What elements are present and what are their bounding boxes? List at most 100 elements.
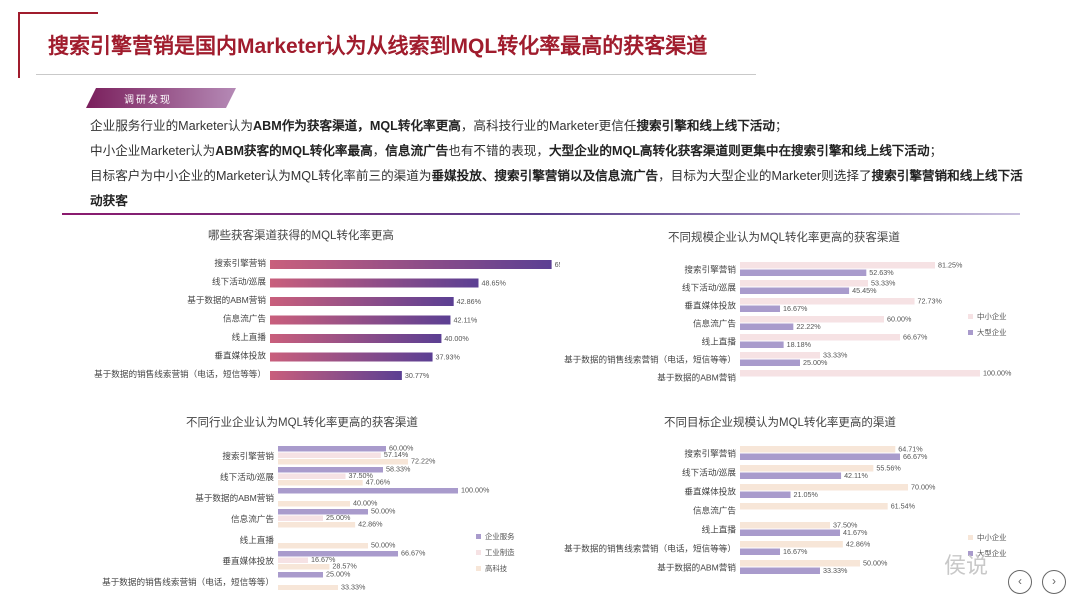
chart3-value-label: 40.00%	[353, 499, 378, 508]
section-divider	[62, 213, 1020, 215]
chart2-bar	[740, 370, 980, 377]
chart3-bar	[278, 473, 346, 479]
chart2-value-label: 25.00%	[803, 358, 828, 367]
chart3-value-label: 60.00%	[389, 444, 414, 453]
chart4-legend-swatch	[968, 535, 973, 540]
chart4-legend-label: 中小企业	[977, 533, 1007, 542]
chart1-category-label: 垂直媒体投放	[214, 350, 266, 361]
chart1-value-label: 42.86%	[457, 297, 482, 306]
chart2-value-label: 72.73%	[918, 297, 943, 306]
text-span: ；	[774, 119, 788, 133]
chart3-bar	[278, 551, 399, 557]
chart4-value-label: 61.54%	[891, 502, 916, 511]
chart4-bar	[740, 522, 830, 529]
chart1-value-label: 65.71%	[555, 260, 560, 269]
chart2-value-label: 45.45%	[852, 286, 877, 295]
chart4-category-label: 信息流广告	[693, 505, 736, 516]
summary-line-3: 目标客户为中小企业的Marketer认为MQL转化率前三的渠道为垂媒投放、搜索引…	[90, 164, 1030, 214]
chart3-svg: 搜索引擎营销 60.00%57.14%72.22% 线下活动/巡展 58.33% 37.…	[102, 444, 515, 591]
chart3-bar	[278, 564, 330, 570]
chart1-category-label: 基于数据的销售线索营销（电话，短信等等）	[94, 368, 266, 379]
chart4-value-label: 66.67%	[903, 452, 928, 461]
chart1-category-label: 信息流广告	[223, 313, 266, 324]
chart3-value-label: 16.67%	[311, 555, 336, 564]
chart3-legend-label: 企业服务	[485, 532, 515, 541]
chart3-value-label: 50.00%	[371, 541, 396, 550]
chart1-value-label: 48.65%	[482, 279, 507, 288]
chart1-bar	[270, 315, 451, 325]
chart3-bar	[278, 515, 323, 521]
chart3-bar	[278, 557, 309, 563]
chart4-value-label: 37.50%	[833, 521, 858, 530]
summary-line-2: 中小企业Marketer认为ABM获客的MQL转化率最高，信息流广告也有不错的表…	[90, 139, 1030, 164]
chart2-bar	[740, 287, 850, 294]
chart2-value-label: 53.33%	[871, 279, 896, 288]
chart3-title: 不同行业企业认为MQL转化率更高的获客渠道	[186, 417, 418, 429]
chart3-value-label: 100.00%	[461, 486, 490, 495]
chart2-category-label: 搜索引擎营销	[684, 264, 736, 275]
chart2-legend-label: 大型企业	[977, 328, 1007, 337]
prev-button[interactable]: ‹	[1008, 570, 1032, 594]
chart2-svg: 搜索引擎营销 81.25% 52.63% 线下活动/巡展 53.33%45.45% 垂直媒…	[564, 261, 1012, 383]
chart2-bar	[740, 334, 901, 341]
summary-text: 企业服务行业的Marketer认为ABM作为获客渠道，MQL转化率更高，高科技行…	[90, 114, 1030, 214]
text-span: ，	[372, 144, 386, 158]
chart3-bar	[278, 467, 383, 473]
chart3-legend-label: 工业制造	[485, 548, 515, 557]
chart2-legend-swatch	[968, 314, 973, 319]
chart4-value-label: 42.86%	[846, 540, 871, 549]
findings-tag: 调研发现	[86, 88, 236, 108]
text-span: 企业服务行业的Marketer认为	[90, 119, 254, 133]
chart2-bar	[740, 316, 884, 323]
chart4-bar	[740, 503, 888, 510]
chart4-category-label: 基于数据的ABM营销	[657, 562, 736, 573]
chart1-bar	[270, 297, 454, 306]
chart3-category-label: 信息流广告	[231, 513, 274, 524]
chart4-value-label: 41.67%	[843, 528, 868, 537]
chart4-value-label: 16.67%	[783, 547, 808, 556]
chart3-category-label: 搜索引擎营销	[222, 450, 274, 461]
chart3-category-label: 基于数据的销售线索营销（电话，短信等等）	[102, 576, 274, 587]
chart1-value-label: 40.00%	[444, 334, 469, 343]
chart3-value-label: 33.33%	[341, 583, 366, 591]
chart2-value-label: 33.33%	[823, 351, 848, 360]
chart2-category-label: 信息流广告	[693, 318, 736, 329]
chart1-bar	[270, 278, 479, 288]
chart4-category-label: 基于数据的销售线索营销（电话，短信等等）	[564, 543, 736, 554]
chart3-category-label: 基于数据的ABM营销	[195, 492, 274, 503]
chart4-bar	[740, 465, 874, 472]
chart3-category-label: 线上直播	[240, 534, 275, 545]
chart2-bar	[740, 280, 868, 287]
next-button[interactable]: ›	[1042, 570, 1066, 594]
chart3-bar	[278, 480, 363, 486]
chart3-bar	[278, 501, 350, 507]
summary-line-1: 企业服务行业的Marketer认为ABM作为获客渠道，MQL转化率更高，高科技行…	[90, 114, 1030, 139]
chart3-category-label: 线下活动/巡展	[220, 471, 274, 482]
text-bold: ABM作为获客渠道，MQL转化率更高	[253, 119, 461, 133]
chart3-value-label: 42.86%	[358, 520, 383, 529]
chart4-bar	[740, 567, 820, 574]
chart3-bar	[278, 585, 338, 590]
chart2-category-label: 线上直播	[702, 336, 737, 347]
chart4-bar	[740, 453, 901, 460]
chart1-bar	[270, 260, 552, 269]
text-span: ，高科技行业的Marketer更信任	[460, 119, 637, 133]
chart3-value-label: 47.06%	[366, 478, 391, 487]
chart1-value-label: 30.77%	[405, 371, 430, 380]
chart1-svg: 搜索引擎营销 65.71% 线下活动/巡展 48.65% 基于数据的ABM营销 42.86…	[94, 257, 560, 380]
chart4-category-label: 线下活动/巡展	[682, 467, 736, 478]
chart1-title: 哪些获客渠道获得的MQL转化率更高	[208, 230, 394, 242]
chart2-bar	[740, 352, 820, 359]
findings-tag-shape	[86, 88, 236, 108]
chart2-value-label: 52.63%	[869, 268, 894, 277]
chart3-value-label: 58.33%	[386, 465, 411, 474]
chart2-value-label: 60.00%	[887, 315, 912, 324]
chart4-value-label: 70.00%	[911, 483, 936, 492]
chart4-value-label: 21.05%	[794, 490, 819, 499]
chart4-bar	[740, 548, 781, 555]
chart3-bar	[278, 543, 368, 549]
chart2-bar	[740, 269, 867, 276]
chart3-legend-label: 高科技	[485, 564, 508, 573]
text-bold: ABM获客的MQL转化率最高	[215, 144, 373, 158]
chart2-title: 不同规模企业认为MQL转化率更高的获客渠道	[668, 232, 900, 244]
